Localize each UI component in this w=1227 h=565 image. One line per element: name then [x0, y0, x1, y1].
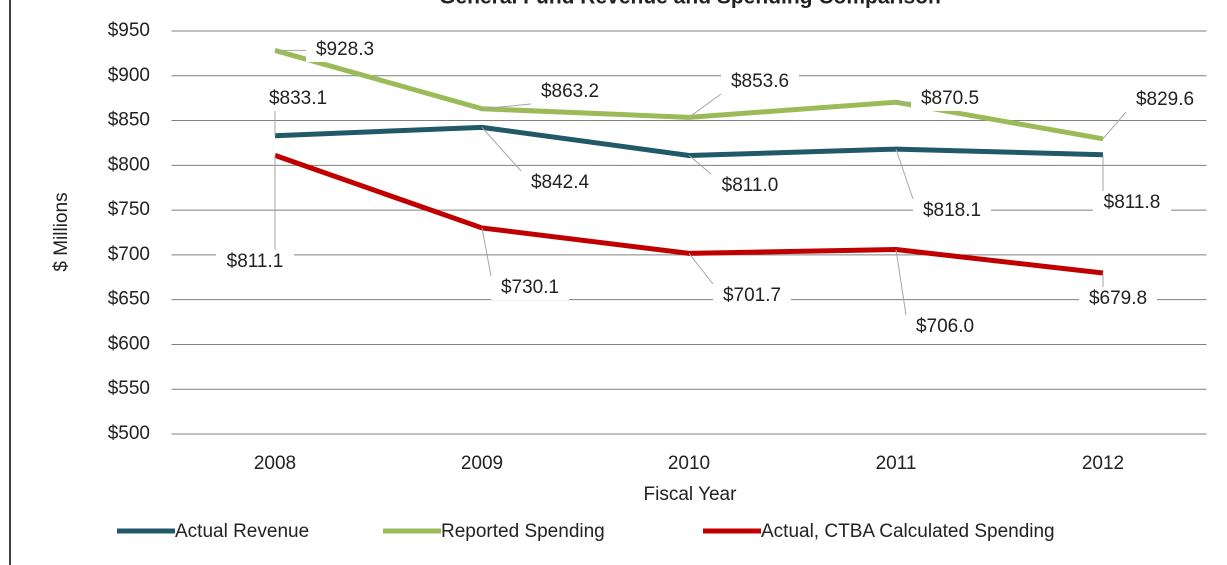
label-bg [531, 80, 609, 104]
x-tick-label: 2011 [876, 453, 917, 474]
x-tick-label: 2012 [1082, 453, 1124, 474]
label-bg [1079, 287, 1157, 311]
label-bg [721, 70, 799, 94]
chart-title: General Fund Revenue and Spending Compar… [439, 0, 941, 9]
y-axis-label: $ Millions [51, 192, 72, 271]
y-tick-label: $850 [108, 110, 150, 131]
legend-label: Actual, CTBA Calculated Spending [761, 521, 1055, 542]
leader-line [481, 103, 532, 110]
data-label: $730.1 [501, 277, 559, 298]
y-tick-label: $900 [108, 65, 150, 86]
label-bg [521, 171, 599, 195]
label-bg [913, 199, 991, 223]
label-bg [1093, 191, 1171, 215]
leader-line [481, 227, 492, 277]
label-bg [711, 174, 789, 198]
data-label: $818.1 [923, 200, 981, 221]
data-label: $701.7 [723, 285, 781, 306]
data-label: $829.6 [1136, 89, 1194, 110]
y-tick-label: $800 [108, 154, 150, 175]
data-label: $679.8 [1089, 288, 1147, 309]
y-tick-label: $950 [108, 20, 150, 41]
data-label: $811.8 [1104, 192, 1161, 213]
y-tick-label: $750 [108, 199, 150, 220]
label-bg [1126, 88, 1204, 112]
label-bg [306, 38, 384, 62]
label-bg [713, 284, 791, 308]
y-tick-label: $700 [108, 244, 150, 265]
y-tick-label: $650 [108, 289, 150, 310]
data-label: $842.4 [531, 172, 590, 193]
leader-line [688, 155, 712, 175]
data-label: $928.3 [316, 39, 374, 60]
label-bg [491, 276, 569, 300]
data-label: $870.5 [921, 88, 979, 109]
x-tick-label: 2010 [668, 453, 710, 474]
leader-line [895, 249, 907, 316]
leader-line [481, 127, 522, 172]
label-bg [911, 87, 989, 111]
data-label: $811.1 [227, 251, 284, 272]
leader-line [895, 148, 914, 200]
leader-line [688, 93, 722, 118]
series-line [274, 124, 1104, 158]
label-bg [259, 87, 337, 111]
data-label: $853.6 [731, 71, 789, 92]
x-tick-label: 2008 [254, 453, 296, 474]
data-label: $833.1 [269, 88, 327, 109]
data-label: $811.0 [722, 175, 779, 196]
data-label: $706.0 [916, 316, 974, 337]
y-tick-label: $500 [108, 423, 150, 444]
y-tick-label: $600 [108, 333, 150, 354]
leader-line [1102, 111, 1127, 140]
legend-label: Reported Spending [441, 521, 605, 542]
x-tick-label: 2009 [461, 453, 503, 474]
data-label: $863.2 [541, 81, 599, 102]
label-bg [216, 250, 294, 274]
leader-line [688, 253, 714, 285]
label-bg [906, 315, 984, 339]
legend-label: Actual Revenue [175, 521, 309, 542]
x-axis-label: Fiscal Year [644, 484, 738, 505]
y-tick-label: $550 [108, 378, 150, 399]
